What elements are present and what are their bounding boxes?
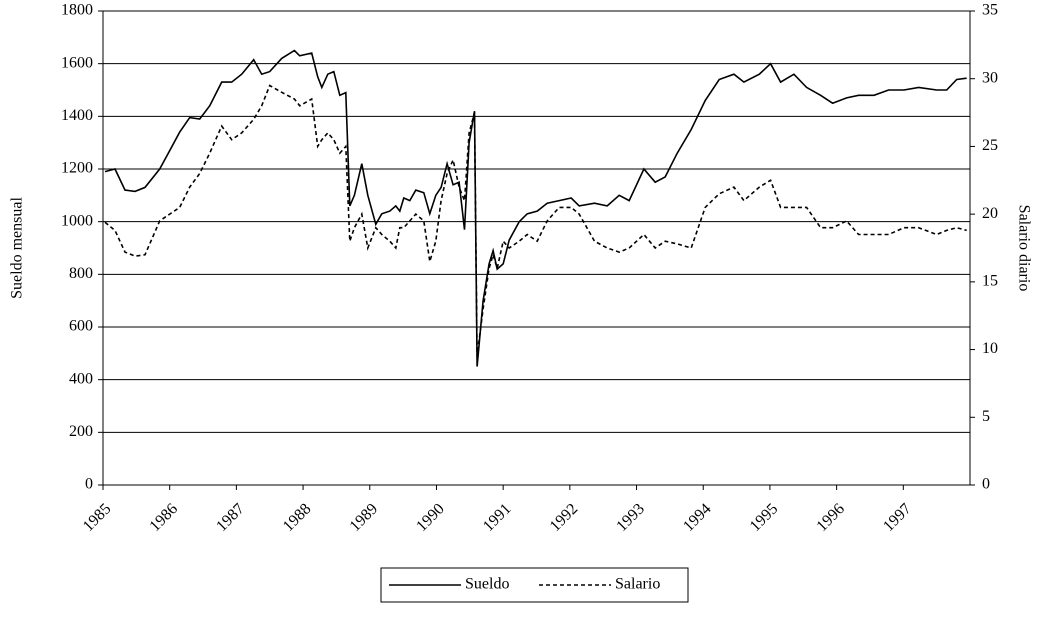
- x-tick-label: 1985: [80, 500, 115, 535]
- x-tick-label: 1987: [213, 500, 248, 535]
- x-tick-label: 1990: [413, 500, 448, 535]
- plot-frame: [102, 10, 971, 486]
- y2-tick-label: 0: [982, 476, 990, 493]
- x-tick-label: 1993: [613, 500, 648, 535]
- x-tick-label: 1995: [747, 500, 782, 535]
- y2-tick-label: 10: [982, 340, 998, 357]
- y-tick-label: 600: [69, 318, 93, 335]
- y-tick-label: 800: [69, 265, 93, 282]
- x-tick-label: 1986: [146, 500, 181, 535]
- y-axis-title: Sueldo mensual: [9, 197, 26, 299]
- y2-axis-title: Salario diario: [1015, 205, 1032, 292]
- legend-label: Salario: [615, 576, 660, 593]
- x-tick-label: 1996: [813, 500, 848, 535]
- series-line: [104, 49, 967, 367]
- series-line: [104, 84, 967, 357]
- y2-tick-label: 20: [982, 205, 998, 222]
- y-tick-label: 1000: [61, 212, 93, 229]
- x-tick-label: 1991: [480, 500, 515, 535]
- y-tick-label: 200: [69, 423, 93, 440]
- y2-tick-label: 5: [982, 408, 990, 425]
- legend-box: [380, 567, 689, 603]
- x-tick-label: 1992: [547, 500, 582, 535]
- y2-tick-label: 30: [982, 69, 998, 86]
- y2-tick-label: 35: [982, 2, 998, 19]
- y-tick-label: 1600: [61, 54, 93, 71]
- y2-tick-label: 25: [982, 137, 998, 154]
- x-tick-label: 1994: [680, 500, 715, 535]
- y-tick-label: 400: [69, 370, 93, 387]
- legend-label: Sueldo: [465, 576, 509, 593]
- y2-tick-label: 15: [982, 273, 998, 290]
- x-tick-label: 1997: [880, 500, 915, 535]
- x-tick-label: 1988: [280, 500, 315, 535]
- y-tick-label: 1800: [61, 2, 93, 19]
- y-tick-label: 0: [85, 476, 93, 493]
- x-tick-label: 1989: [347, 500, 382, 535]
- y-tick-label: 1200: [61, 160, 93, 177]
- y-tick-label: 1400: [61, 107, 93, 124]
